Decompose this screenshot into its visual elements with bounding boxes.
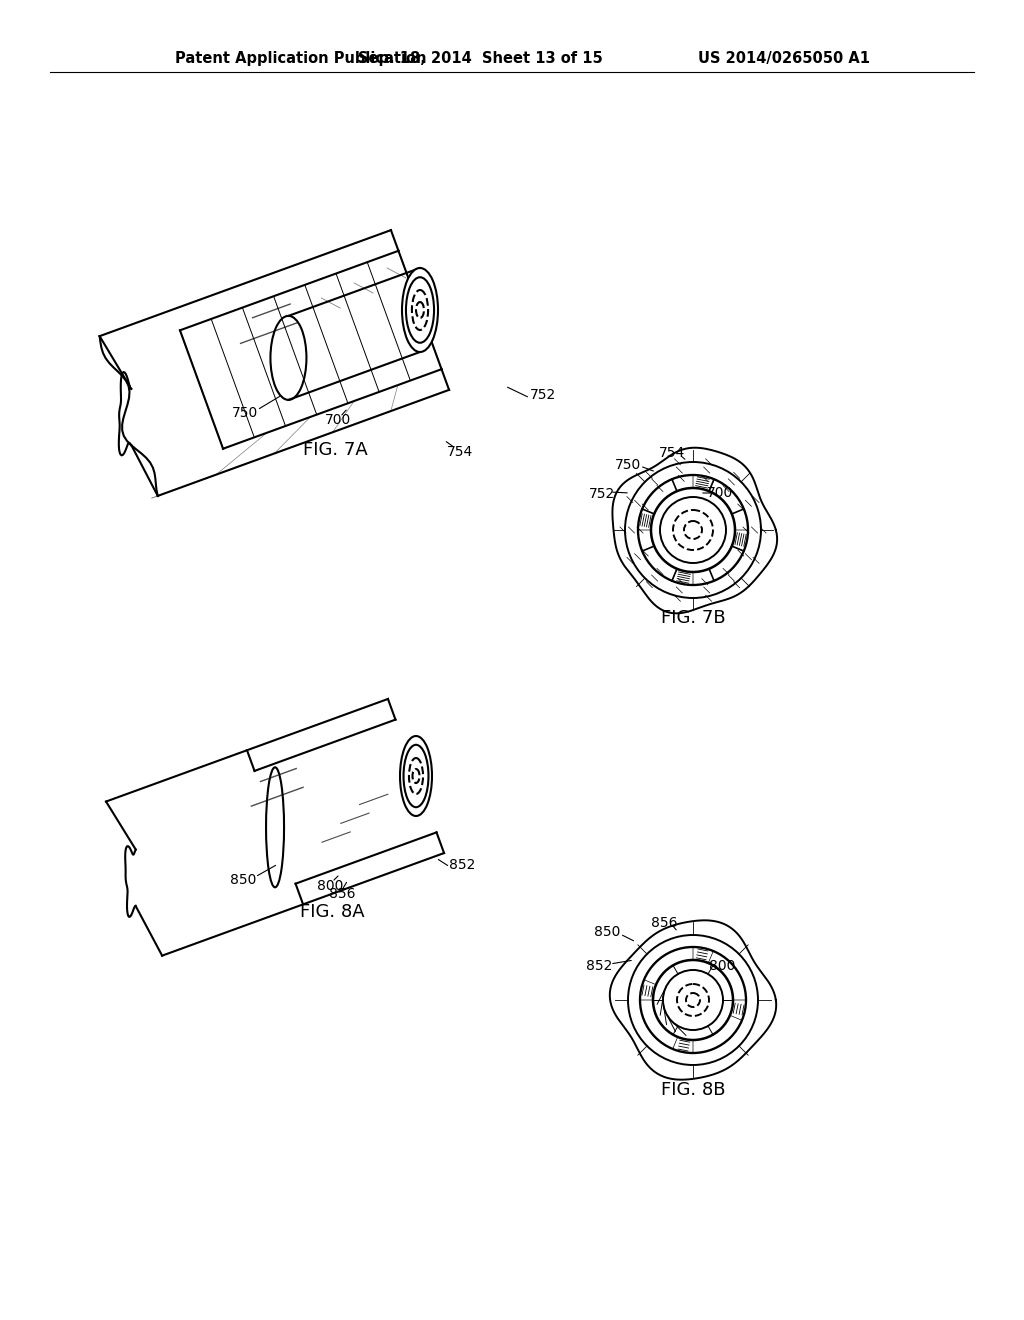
Text: FIG. 7B: FIG. 7B [660,609,725,627]
Ellipse shape [402,268,438,352]
Text: 852: 852 [586,960,612,973]
Text: 800: 800 [709,960,735,973]
Text: 750: 750 [614,458,641,473]
Text: 700: 700 [707,486,733,500]
Text: 850: 850 [594,925,621,939]
Text: 754: 754 [446,445,473,459]
Text: 852: 852 [449,858,475,873]
Text: Patent Application Publication: Patent Application Publication [175,50,427,66]
Text: 850: 850 [229,873,256,887]
Text: 752: 752 [529,388,556,403]
Text: FIG. 7A: FIG. 7A [303,441,368,459]
Ellipse shape [406,277,434,343]
Ellipse shape [409,758,423,795]
Text: 700: 700 [325,413,351,426]
Text: 750: 750 [231,407,258,420]
Text: 754: 754 [658,446,685,459]
Text: FIG. 8A: FIG. 8A [300,903,365,921]
Ellipse shape [403,744,428,808]
Text: 800: 800 [316,879,343,894]
Text: Sep. 18, 2014  Sheet 13 of 15: Sep. 18, 2014 Sheet 13 of 15 [357,50,602,66]
Ellipse shape [413,770,420,783]
Text: US 2014/0265050 A1: US 2014/0265050 A1 [698,50,870,66]
Ellipse shape [416,302,424,318]
Ellipse shape [412,290,428,330]
Text: FIG. 8B: FIG. 8B [660,1081,725,1100]
Text: 752: 752 [589,487,615,502]
Text: 856: 856 [329,887,355,902]
Text: 856: 856 [650,916,677,931]
Ellipse shape [400,737,432,816]
